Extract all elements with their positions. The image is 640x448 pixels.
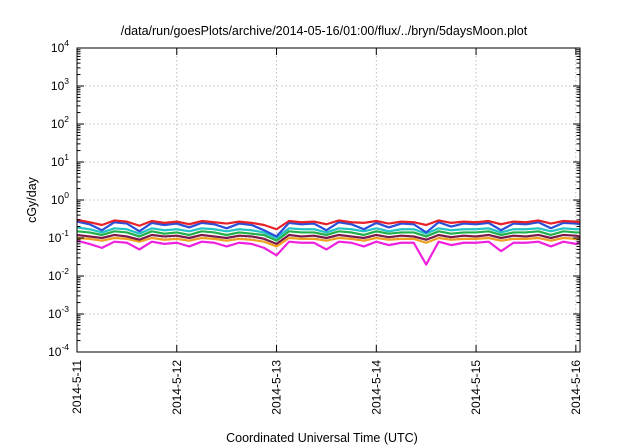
series-line-6: [76, 236, 580, 248]
series-line-4: [76, 230, 580, 242]
axis-ticks: [76, 47, 580, 353]
x-tick-label: 2014-5-11: [70, 360, 84, 414]
series-line-2: [76, 220, 581, 238]
x-axis-label: Coordinated Universal Time (UTC): [226, 431, 418, 445]
y-axis-label: cGy/day: [25, 176, 39, 223]
y-tick-label: 104: [51, 38, 69, 55]
chart-title: /data/run/goesPlots/archive/2014-05-16/0…: [121, 24, 528, 38]
y-tick-label: 10-2: [48, 266, 69, 283]
x-tick-labels: 2014-5-11 2014-5-12 2014-5-13 2014-5-14 2014…: [70, 360, 583, 415]
y-tick-label: 102: [51, 114, 69, 131]
x-tick-label: 2014-5-16: [569, 360, 583, 415]
y-tick-label: 101: [51, 152, 69, 169]
series-line-7: [76, 239, 581, 266]
x-tick-label: 2014-5-12: [170, 360, 184, 415]
series-line-5: [76, 233, 581, 245]
series-line-1: [76, 218, 581, 231]
y-tick-label: 100: [51, 190, 69, 207]
y-tick-label: 10-1: [48, 228, 69, 245]
x-tick-label: 2014-5-13: [270, 360, 284, 415]
x-tick-label: 2014-5-14: [369, 360, 383, 415]
y-tick-label: 10-4: [48, 342, 69, 359]
series-line-3: [76, 226, 580, 240]
y-tick-label: 103: [51, 76, 69, 93]
series-group: [76, 218, 581, 266]
y-tick-labels: 10-4 10-3 10-2 10-1 100 101 102 103 104: [48, 38, 69, 359]
plot-frame: [76, 47, 581, 353]
x-tick-label: 2014-5-15: [469, 360, 483, 415]
grid: [76, 48, 580, 352]
y-tick-label: 10-3: [48, 304, 69, 321]
